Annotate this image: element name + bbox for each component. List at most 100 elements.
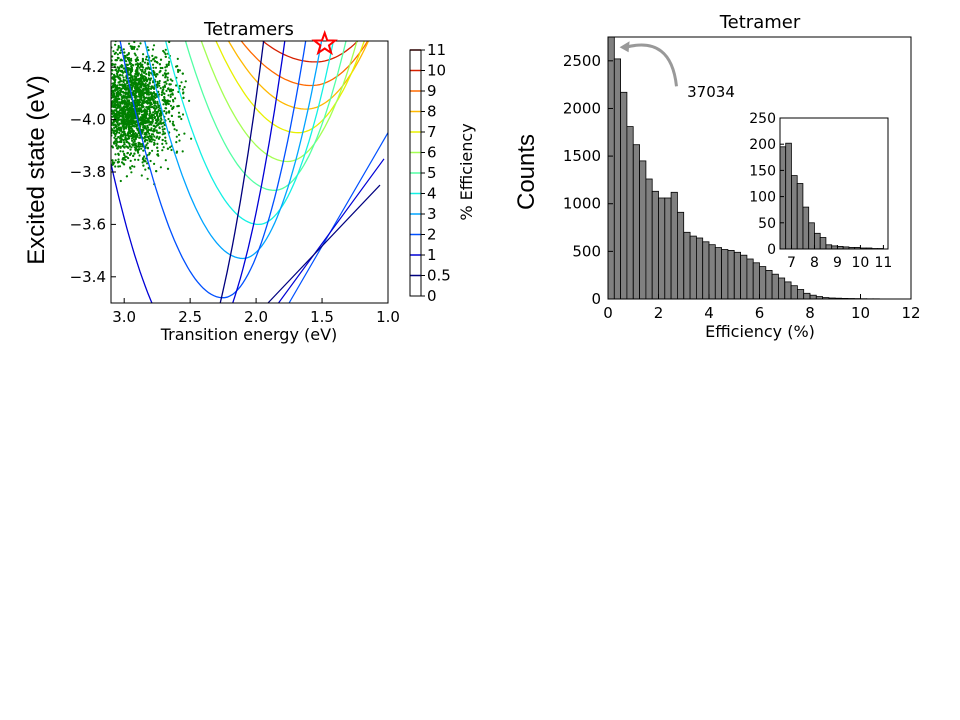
histogram-bar <box>721 249 729 300</box>
scatter-point <box>120 138 123 141</box>
scatter-point <box>134 54 137 57</box>
scatter-point <box>168 41 171 44</box>
scatter-point <box>148 82 151 85</box>
scatter-point <box>159 69 162 73</box>
scatter-point <box>151 149 154 152</box>
scatter-point <box>156 142 159 145</box>
scatter-point <box>178 69 181 72</box>
histogram-bar <box>702 241 710 300</box>
scatter-point <box>146 112 149 116</box>
scatter-point <box>122 130 125 133</box>
scatter-point <box>139 95 142 98</box>
scatter-point <box>115 85 118 88</box>
inset-bar <box>819 237 827 250</box>
scatter-point <box>181 150 184 153</box>
scatter-point <box>144 68 147 71</box>
scatter-point <box>126 152 129 155</box>
scatter-point <box>181 113 185 116</box>
scatter-point <box>149 87 153 90</box>
scatter-point <box>142 75 145 78</box>
scatter-point <box>146 135 149 138</box>
scatter-point <box>128 123 131 126</box>
scatter-point <box>112 111 115 114</box>
scatter-point <box>124 91 127 95</box>
contour-y-tick-label: −3.6 <box>70 215 106 233</box>
contour-line <box>219 41 265 303</box>
scatter-point <box>157 106 160 109</box>
scatter-point <box>129 159 132 162</box>
colorbar-tick-label: 11 <box>427 41 446 59</box>
scatter-point <box>157 137 160 140</box>
histogram-bar <box>784 281 792 300</box>
scatter-point <box>114 51 117 54</box>
scatter-point <box>116 141 119 144</box>
scatter-point <box>137 118 140 121</box>
histogram-bar <box>651 190 659 300</box>
colorbar-tick-label: 1 <box>427 246 437 264</box>
scatter-point <box>162 146 165 149</box>
scatter-point <box>115 120 118 123</box>
scatter-point <box>111 62 114 65</box>
contour-line <box>261 41 359 63</box>
scatter-point <box>143 136 146 139</box>
scatter-point <box>130 79 133 82</box>
scatter-point <box>130 134 133 137</box>
scatter-point <box>152 130 155 133</box>
histogram-bar <box>740 254 748 300</box>
colorbar-tick-label: 2 <box>427 226 437 244</box>
inset-bar <box>785 142 792 250</box>
histogram-bar <box>797 289 805 300</box>
scatter-point <box>111 55 114 58</box>
scatter-point <box>147 49 150 52</box>
scatter-point <box>132 113 135 116</box>
scatter-point <box>126 118 129 121</box>
histogram-x-ticks: 0 2 4 6 8 10 12 <box>603 294 921 322</box>
scatter-point <box>137 81 140 84</box>
scatter-point <box>140 79 143 82</box>
contour-line <box>165 41 334 226</box>
histogram-y-tick-label: 1000 <box>563 195 601 213</box>
scatter-point <box>146 146 149 149</box>
scatter-point <box>150 135 153 139</box>
scatter-point <box>140 117 144 120</box>
overflow-count-label: 37034 <box>687 83 735 101</box>
scatter-point <box>135 95 138 98</box>
scatter-point <box>119 79 122 82</box>
scatter-point <box>117 46 120 49</box>
scatter-point <box>127 125 130 128</box>
inset-y-tick-label: 150 <box>749 163 776 179</box>
histogram-bar <box>639 160 647 300</box>
scatter-point <box>127 107 130 110</box>
scatter-point <box>153 142 156 146</box>
scatter-point <box>161 142 164 145</box>
scatter-point <box>141 70 144 73</box>
scatter-point <box>144 139 147 142</box>
scatter-point <box>164 55 167 58</box>
histogram-bar <box>809 294 817 300</box>
scatter-point <box>140 73 143 76</box>
scatter-point <box>132 47 136 51</box>
scatter-point <box>127 59 131 62</box>
scatter-point <box>146 162 149 165</box>
scatter-point <box>133 165 136 168</box>
scatter-point <box>161 125 164 128</box>
histogram-bar <box>765 269 773 300</box>
histogram-x-label: Efficiency (%) <box>705 322 815 341</box>
colorbar-tick-label: 6 <box>427 144 437 162</box>
scatter-point <box>122 126 125 129</box>
scatter-point <box>115 101 118 104</box>
scatter-point <box>147 91 150 94</box>
scatter-point <box>188 99 191 102</box>
scatter-point <box>152 124 155 127</box>
scatter-point <box>165 112 168 115</box>
scatter-point <box>117 81 120 84</box>
scatter-point <box>115 115 118 118</box>
scatter-point <box>134 72 137 76</box>
scatter-point <box>125 175 128 178</box>
scatter-point <box>144 168 147 171</box>
scatter-point <box>140 99 143 102</box>
scatter-point <box>115 137 118 140</box>
scatter-point <box>116 119 119 122</box>
scatter-point <box>123 67 126 70</box>
scatter-point <box>140 89 143 92</box>
